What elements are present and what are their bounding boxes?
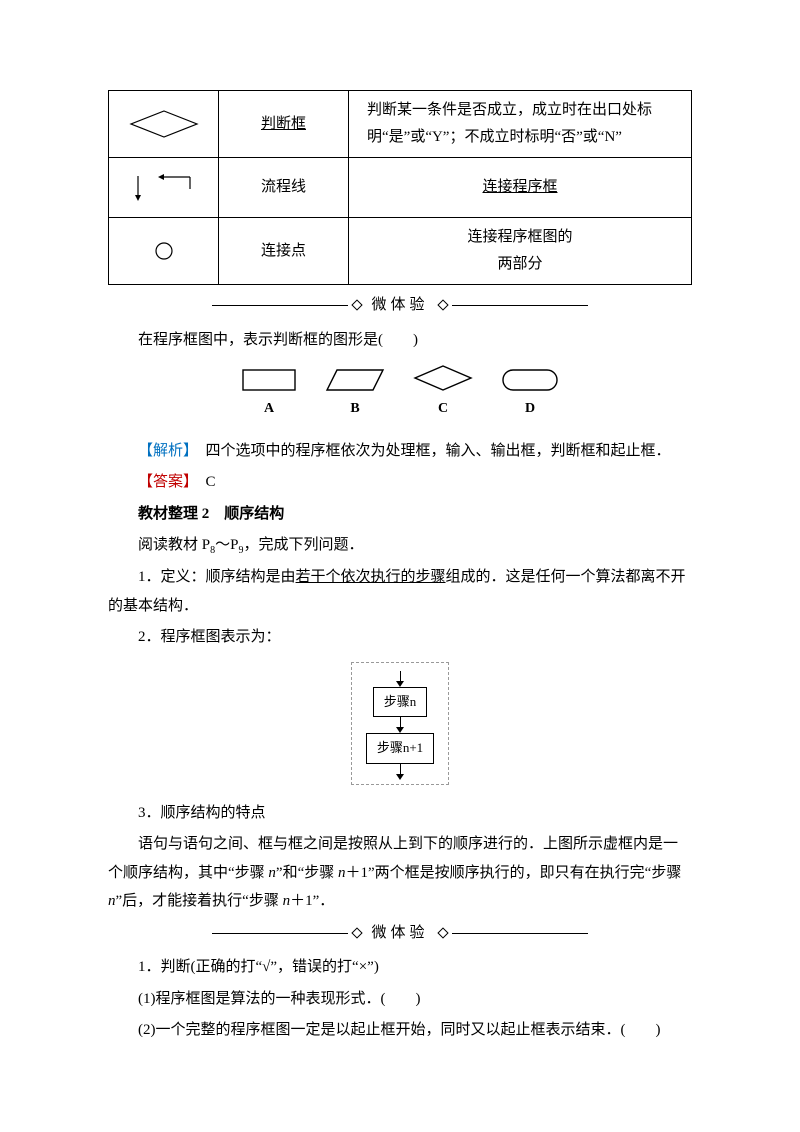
arrow-line	[400, 671, 401, 681]
diamond-bullet-icon	[437, 928, 448, 939]
reading-instruction: 阅读教材 P8～P9，完成下列问题．	[108, 531, 692, 560]
divider-label: 微体验	[371, 919, 428, 948]
step-n-box: 步骤n	[373, 687, 428, 718]
def-num: 1．定义：	[138, 569, 206, 585]
analysis-para: 【解析】 四个选项中的程序框依次为处理框，输入、输出框，判断框和起止框．	[108, 437, 692, 466]
arrow-line	[400, 764, 401, 774]
option-d: D	[501, 368, 559, 423]
option-label: C	[438, 396, 448, 423]
desc-cell: 判断某一条件是否成立，成立时在出口处标明“是”或“Y”；不成立时标明“否”或“N…	[349, 91, 692, 158]
table-row: 连接点 连接程序框图的 两部分	[109, 218, 692, 285]
shape-cell-diamond	[109, 91, 219, 158]
question-text: 在程序框图中，表示判断框的图形是( )	[108, 326, 692, 355]
arrow-line	[400, 717, 401, 727]
judge-q2: (2)一个完整的程序框图一定是以起止框开始，同时又以起止框表示结束．( )	[108, 1016, 692, 1045]
option-c: C	[413, 364, 473, 423]
judge-intro: 1．判断(正确的打“√”，错误的打“×”)	[108, 953, 692, 982]
title-prefix: 教材整理 2	[138, 506, 209, 522]
shape-cell-flowline	[109, 158, 219, 218]
answer-options: A B C D	[108, 364, 692, 423]
title-text: 顺序结构	[209, 506, 284, 522]
answer-para: 【答案】 C	[108, 468, 692, 497]
judge-q1: (1)程序框图是算法的一种表现形式．( )	[108, 985, 692, 1014]
micro-experience-divider: 微体验	[108, 919, 692, 948]
shape-cell-circle	[109, 218, 219, 285]
name-cell: 流程线	[219, 158, 349, 218]
divider-line	[212, 305, 348, 306]
feature-text: 语句与语句之间、框与框之间是按照从上到下的顺序进行的．上图所示虚框内是一个顺序结…	[108, 830, 692, 916]
flowchart-symbols-table: 判断框 判断某一条件是否成立，成立时在出口处标明“是”或“Y”；不成立时标明“否…	[108, 90, 692, 285]
answer-label: 【答案】	[138, 474, 191, 490]
parallelogram-icon	[325, 368, 385, 392]
option-b: B	[325, 368, 385, 423]
table-row: 判断框 判断某一条件是否成立，成立时在出口处标明“是”或“Y”；不成立时标明“否…	[109, 91, 692, 158]
flowline-icon	[128, 173, 200, 203]
circle-icon	[152, 239, 176, 263]
desc-cell: 连接程序框图的 两部分	[349, 218, 692, 285]
arrow-down-icon	[396, 774, 404, 780]
divider-line	[452, 305, 588, 306]
diamond-bullet-icon	[352, 300, 363, 311]
diamond-bullet-icon	[437, 300, 448, 311]
diamond-icon	[413, 364, 473, 392]
step-n1-box: 步骤n+1	[366, 733, 434, 764]
def-underline: 若干个依次执行的步骤	[296, 569, 446, 585]
divider-line	[212, 933, 348, 934]
dashed-frame: 步骤n 步骤n+1	[351, 662, 449, 785]
symbol-name: 判断框	[261, 116, 306, 132]
representation-para: 2．程序框图表示为：	[108, 623, 692, 652]
name-cell: 连接点	[219, 218, 349, 285]
option-label: B	[350, 396, 359, 423]
sequence-diagram: 步骤n 步骤n+1	[108, 662, 692, 785]
desc-text: 连接程序框	[482, 179, 557, 195]
analysis-text: 四个选项中的程序框依次为处理框，输入、输出框，判断框和起止框．	[191, 443, 671, 459]
divider-line	[452, 933, 588, 934]
table-row: 流程线 连接程序框	[109, 158, 692, 218]
divider-label: 微体验	[371, 291, 428, 320]
desc-cell: 连接程序框	[349, 158, 692, 218]
rect-icon	[241, 368, 297, 392]
micro-experience-divider: 微体验	[108, 291, 692, 320]
name-cell: 判断框	[219, 91, 349, 158]
feature-heading: 3．顺序结构的特点	[108, 799, 692, 828]
diamond-icon	[129, 109, 199, 139]
option-a: A	[241, 368, 297, 423]
option-label: D	[525, 396, 535, 423]
section2-title: 教材整理 2 顺序结构	[108, 500, 692, 529]
definition-para: 1．定义：顺序结构是由若干个依次执行的步骤组成的．这是任何一个算法都离不开的基本…	[108, 563, 692, 620]
answer-text: C	[191, 474, 216, 490]
analysis-label: 【解析】	[138, 443, 191, 459]
diamond-bullet-icon	[352, 928, 363, 939]
roundrect-icon	[501, 368, 559, 392]
option-label: A	[264, 396, 274, 423]
